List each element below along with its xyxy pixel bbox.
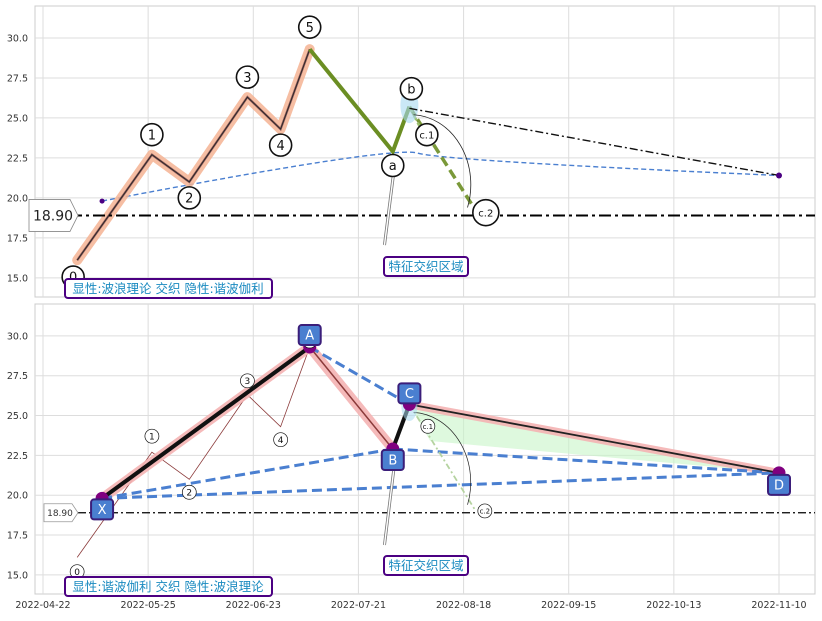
top-y-tick-label: 30.0: [7, 33, 28, 44]
top-y-tick-label: 22.5: [7, 153, 28, 164]
top-wave-label-3-circle: [235, 65, 260, 89]
top-caption-box: [64, 278, 273, 299]
top-abc-label-a-circle: [380, 153, 405, 178]
bottom-harmonic-label-X: X: [98, 503, 107, 518]
bottom-x-tick-label: 2022-04-22: [15, 600, 70, 611]
bottom-x-tick-label: 2022-10-13: [646, 600, 701, 611]
bottom-y-tick-label: 17.5: [7, 531, 28, 542]
bottom-harmonic-box-A: [297, 324, 322, 347]
top-forecast-line: [409, 107, 780, 177]
top-panel: 15.017.520.022.525.027.530.018.90012345a…: [7, 5, 816, 299]
top-price-tag: [28, 199, 79, 232]
bottom-caption-text: 显性:谐波伽利 交织 隐性:波浪理论: [72, 579, 264, 594]
bottom-harmonic-dash: [101, 447, 394, 500]
top-wave-label-4-circle: [268, 133, 293, 157]
top-y-tick-label: 17.5: [7, 233, 28, 244]
bottom-feature-box: [383, 555, 469, 576]
bottom-x-tick-label: 2022-11-10: [751, 600, 806, 611]
bottom-fib-arc: [413, 412, 472, 505]
bottom-ghost-label-c2: c.2: [480, 507, 491, 515]
top-price-label: 18.90: [33, 208, 73, 224]
bottom-y-tick-label: 30.0: [7, 331, 28, 342]
bottom-ab-leg: [309, 346, 394, 450]
bottom-y-tick-label: 22.5: [7, 451, 28, 462]
top-fib-arc: [413, 114, 472, 208]
bottom-plot-area: [34, 303, 816, 595]
bottom-feature-label: 特征交织区域: [388, 558, 463, 573]
bottom-harmonic-box-C: [397, 382, 422, 405]
bottom-ghost-label-2: 2: [186, 489, 192, 499]
bottom-harmonic-dash: [102, 471, 780, 500]
bottom-cd-leg: [409, 403, 780, 474]
bottom-ghost-label-4-circle: [273, 432, 288, 448]
bottom-harmonic-box-B: [380, 449, 405, 471]
bottom-price-tag: [43, 503, 79, 523]
top-wave-label-4: 4: [277, 139, 285, 154]
top-wave-label-3: 3: [243, 71, 251, 86]
top-curve-start-dot: [99, 198, 105, 204]
top-wave-inner: [76, 49, 311, 261]
top-wave-label-1: 1: [148, 128, 156, 143]
top-y-tick-label: 20.0: [7, 193, 28, 204]
top-abc-segments: [308, 47, 412, 156]
bottom-x-tick-label: 2022-07-21: [331, 600, 386, 611]
top-y-tick-label: 15.0: [7, 273, 28, 284]
top-wave-label-2: 2: [185, 192, 193, 207]
bottom-ghost-label-4: 4: [278, 436, 284, 446]
top-wave-label-1-circle: [140, 122, 164, 147]
bottom-harmonic-dash: [308, 345, 411, 406]
bottom-harmonic-dash: [392, 447, 780, 475]
bottom-harmonic-label-D: D: [774, 478, 784, 493]
bottom-harmonic-label-C: C: [405, 387, 414, 402]
bottom-y-tick-label: 20.0: [7, 491, 28, 502]
top-plot-area: [34, 5, 816, 298]
bottom-ghost-label-2-circle: [181, 484, 197, 500]
bottom-ghost-label-3: 3: [245, 377, 251, 387]
bottom-ghost-label-c1-circle: [420, 418, 436, 434]
bottom-price-label: 18.90: [47, 509, 73, 519]
bottom-ghost-label-1: 1: [149, 432, 155, 442]
top-feature-box: [383, 256, 469, 277]
bottom-caption-box: [64, 576, 273, 597]
bottom-x-tick-label: 2022-09-15: [541, 600, 596, 611]
bottom-ghost-label-3-circle: [240, 373, 255, 389]
top-abc-label-c2-circle: [472, 198, 500, 227]
top-wave-curve: [101, 151, 780, 202]
bottom-xa-leg: [100, 345, 311, 501]
bottom-x-tick-label: 2022-08-18: [436, 600, 491, 611]
top-wave-label-5-circle: [297, 15, 322, 39]
top-wave-label-5: 5: [306, 21, 314, 36]
top-forecast-dot: [776, 172, 782, 179]
bottom-ghost-label-0: 0: [74, 568, 80, 578]
top-caption-text: 显性:波浪理论 交织 隐性:谐波伽利: [72, 281, 263, 296]
bottom-x-tick-label: 2022-06-23: [226, 600, 281, 611]
top-y-tick-label: 25.0: [7, 113, 28, 124]
top-abc-label-c1-circle: [415, 122, 439, 147]
bottom-feature-arrow-inner: [383, 460, 396, 546]
bottom-ghost-label-c1: c.1: [423, 423, 434, 431]
top-abc-label-c2: c.2: [478, 208, 493, 219]
bottom-x-tick-label: 2022-05-25: [121, 600, 176, 611]
top-abc-label-b-circle: [399, 76, 424, 101]
top-abc-label-c1: c.1: [419, 130, 434, 141]
top-feature-label: 特征交织区域: [388, 259, 463, 274]
top-abc-projection: [407, 105, 478, 212]
top-y-tick-label: 27.5: [7, 73, 28, 84]
bottom-harmonic-box-X: [90, 498, 115, 521]
bottom-panel: 15.017.520.022.525.027.530.018.90012345c…: [7, 303, 816, 611]
bottom-harmonic-label-A: A: [305, 329, 314, 344]
bottom-harmonic-box-D: [767, 473, 791, 496]
bottom-y-tick-label: 15.0: [7, 570, 28, 581]
top-abc-label-a: a: [389, 159, 397, 174]
bottom-y-tick-label: 25.0: [7, 411, 28, 422]
top-abc-label-b: b: [407, 82, 415, 97]
bottom-harmonic-label-B: B: [388, 454, 397, 469]
bottom-ghost-label-1-circle: [144, 428, 160, 444]
bottom-ghost-label-c2-circle: [477, 503, 493, 519]
top-wave-label-2-circle: [177, 186, 202, 210]
bottom-y-tick-label: 27.5: [7, 371, 28, 382]
